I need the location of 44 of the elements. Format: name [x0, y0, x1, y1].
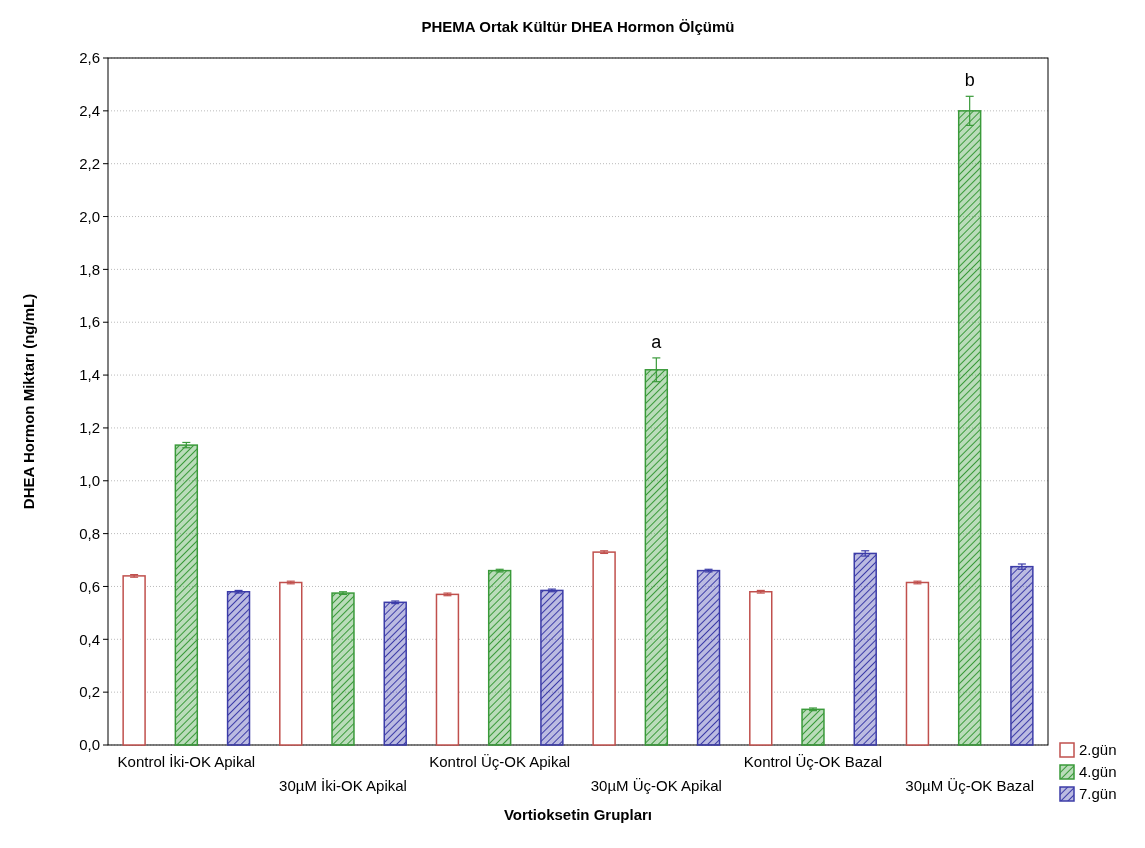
y-tick-label: 1,6 — [79, 313, 100, 331]
bar — [696, 569, 721, 746]
bar — [122, 575, 146, 746]
bar — [174, 444, 199, 746]
y-tick-label: 2,6 — [79, 49, 100, 67]
y-tick-label: 1,2 — [79, 419, 100, 437]
x-tick-label: Kontrol Üç-OK Bazal — [743, 753, 883, 770]
bar — [853, 552, 877, 746]
y-tick-label: 0,0 — [79, 736, 100, 754]
bar — [749, 591, 773, 746]
y-tick-label: 2,0 — [79, 207, 100, 225]
bar — [487, 569, 512, 746]
y-tick-label: 2,2 — [79, 154, 100, 172]
x-tick-label: 30µM Üç-OK Apikal — [590, 777, 722, 794]
annotation: b — [964, 70, 975, 91]
x-tick-label: 30µM Üç-OK Bazal — [905, 777, 1035, 794]
bar — [592, 551, 616, 746]
legend-label: 2.gün — [1079, 741, 1117, 759]
y-tick-label: 0,2 — [79, 683, 100, 701]
annotation: a — [651, 331, 663, 352]
bar — [435, 593, 460, 746]
y-tick-label: 0,8 — [79, 524, 100, 542]
y-tick-label: 1,8 — [79, 260, 100, 278]
x-tick-label: Kontrol Üç-OK Apikal — [429, 753, 571, 770]
bar — [383, 601, 407, 746]
bar — [1010, 565, 1034, 746]
y-tick-label: 1,0 — [79, 472, 100, 490]
bar — [540, 589, 564, 746]
legend-label: 4.gün — [1079, 763, 1117, 781]
bar — [226, 591, 251, 746]
bar — [331, 592, 355, 746]
x-axis-title: Vortioksetin Grupları — [503, 806, 653, 823]
y-tick-label: 1,4 — [79, 366, 100, 384]
y-tick-label: 0,6 — [79, 577, 100, 595]
y-tick-label: 0,4 — [79, 630, 100, 648]
bar — [279, 581, 303, 746]
bar — [905, 581, 930, 746]
y-axis-title: DHEA Hormon Miktarı (ng/mL) — [20, 293, 37, 510]
x-tick-label: 30µM İki-OK Apikal — [279, 777, 407, 794]
legend-label: 7.gün — [1079, 785, 1117, 803]
bar — [801, 708, 825, 746]
y-tick-label: 2,4 — [79, 102, 100, 120]
chart-title: PHEMA Ortak Kültür DHEA Hormon Ölçümü — [421, 18, 735, 35]
x-tick-label: Kontrol İki-OK Apikal — [117, 753, 256, 770]
